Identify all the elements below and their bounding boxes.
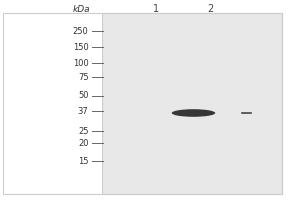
Text: 1: 1 — [153, 4, 159, 14]
Ellipse shape — [172, 109, 215, 117]
Bar — [3, 13, 102, 194]
Text: 250: 250 — [73, 26, 88, 36]
Text: 100: 100 — [73, 58, 88, 68]
Text: 20: 20 — [78, 138, 88, 148]
Text: 75: 75 — [78, 72, 88, 82]
Ellipse shape — [176, 111, 208, 115]
Text: 37: 37 — [78, 106, 88, 116]
Text: 25: 25 — [78, 127, 88, 136]
Text: kDa: kDa — [72, 4, 90, 14]
Bar — [102, 13, 282, 194]
Text: 150: 150 — [73, 43, 88, 51]
Text: 15: 15 — [78, 156, 88, 166]
Text: 50: 50 — [78, 92, 88, 100]
Text: 2: 2 — [207, 4, 213, 14]
